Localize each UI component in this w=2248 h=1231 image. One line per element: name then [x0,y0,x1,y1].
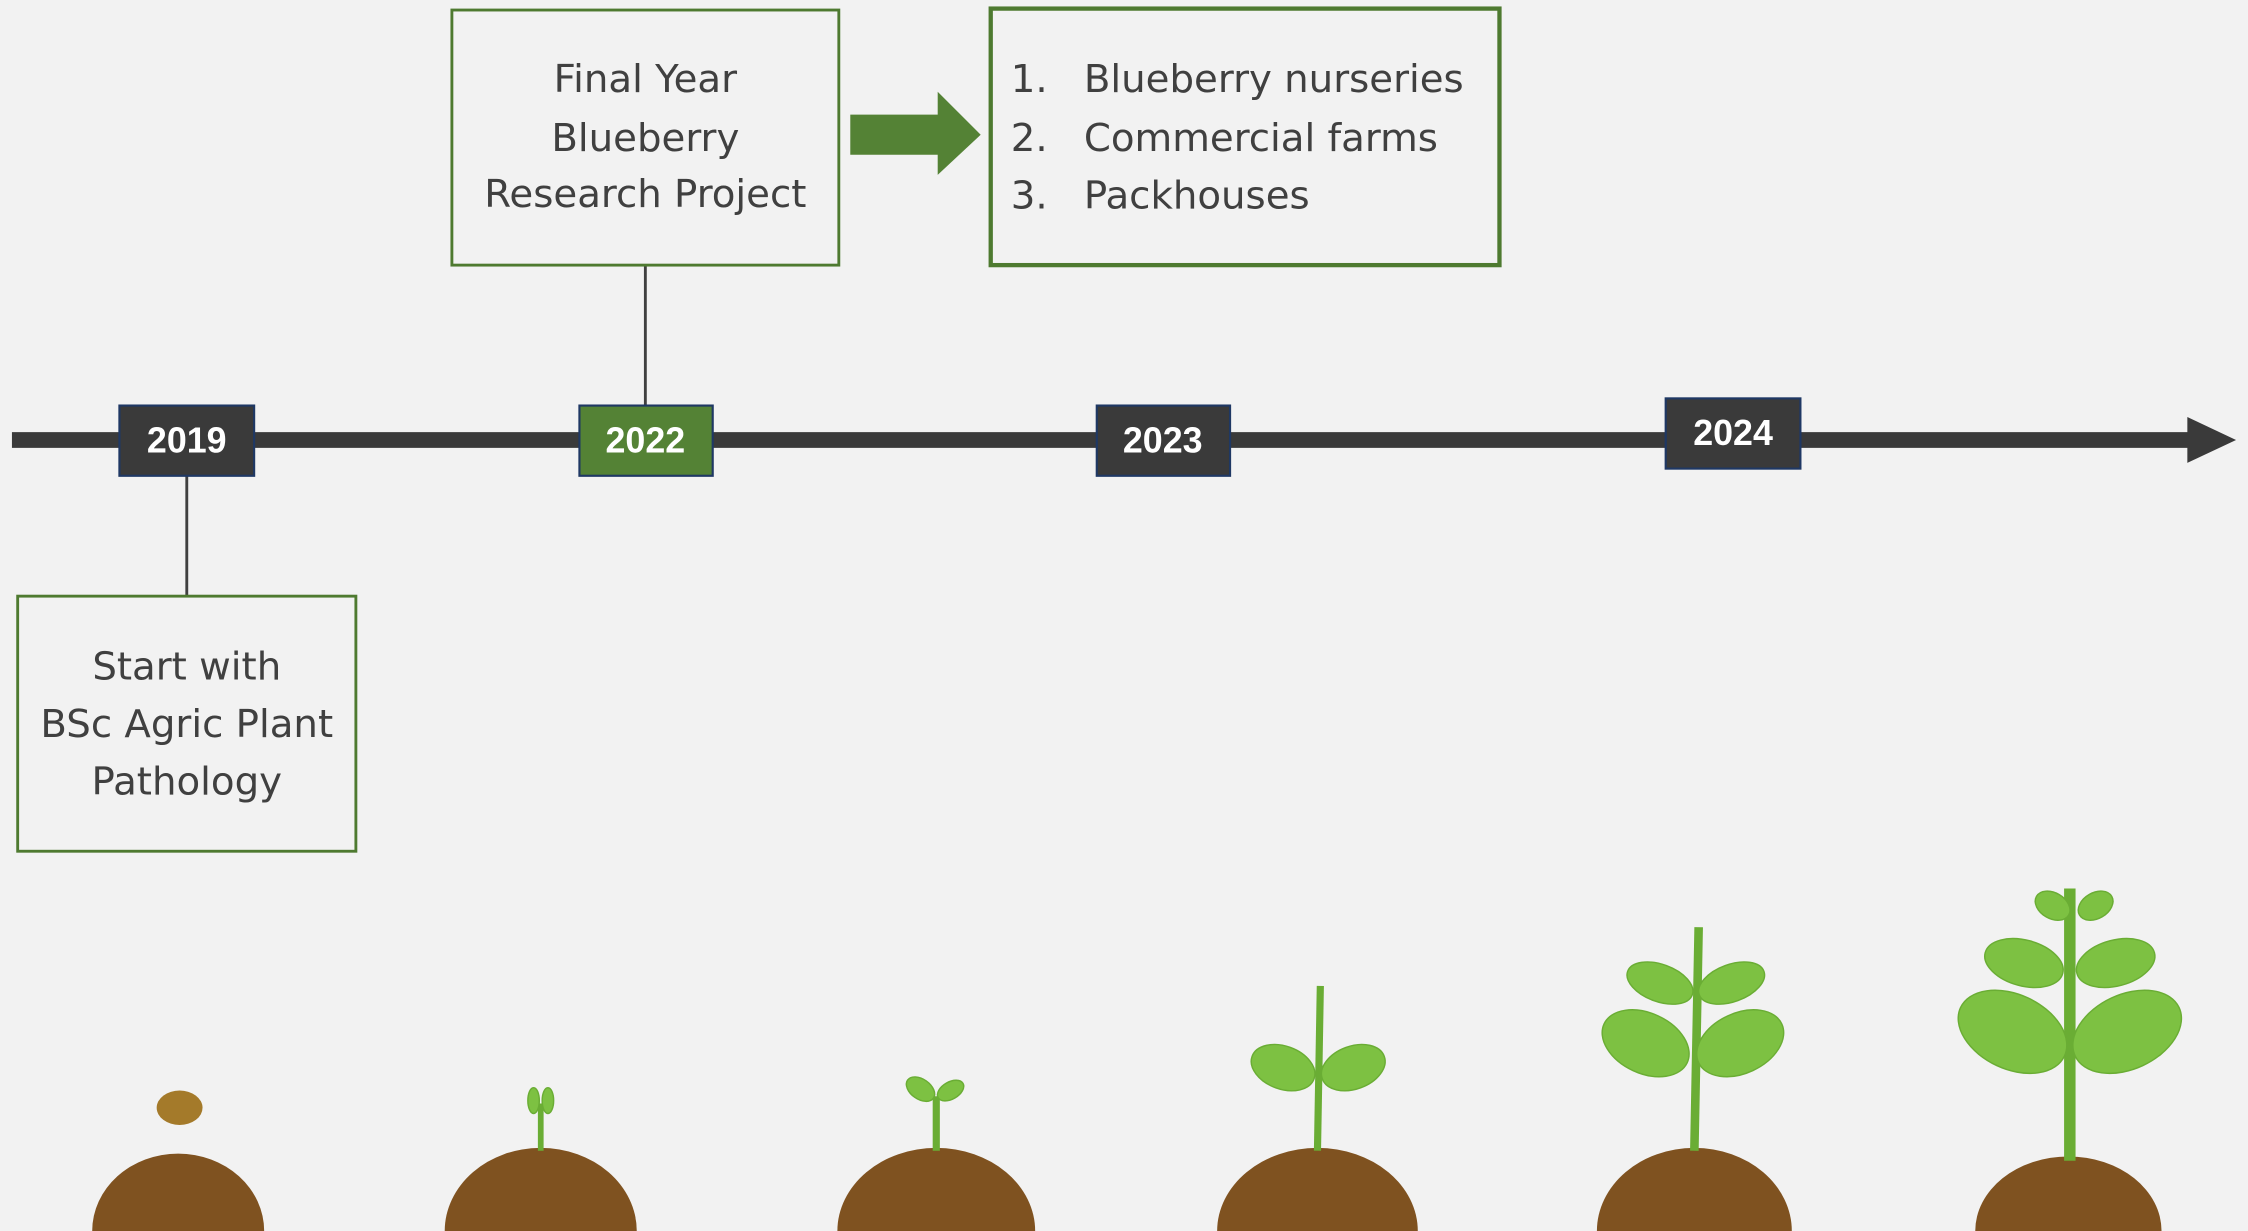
list-number: 2. [1011,116,1048,161]
stem [1317,986,1320,1151]
year-label: 2024 [1693,413,1773,453]
seed [157,1091,203,1125]
list-number: 3. [1011,173,1048,218]
box-text: Start with [92,645,281,690]
box-text: Pathology [92,759,283,804]
year-label: 2023 [1123,420,1203,460]
list-item: Blueberry nurseries [1084,57,1464,102]
year-label: 2019 [147,420,227,460]
list-item: Packhouses [1084,173,1310,218]
timeline-diagram: 2019 2022 2023 2024 Start with BSc Agric… [0,0,2248,1231]
box-text: Research Project [484,172,806,217]
box-text: BSc Agric Plant [40,702,333,747]
box-text: Blueberry [551,116,739,161]
list-item: Commercial farms [1084,116,1438,161]
page: 2019 2022 2023 2024 Start with BSc Agric… [0,0,2248,1231]
leaf [542,1088,553,1114]
leaf [528,1088,539,1114]
year-label: 2022 [606,420,686,460]
stem [1694,927,1698,1151]
box-text: Final Year [554,57,737,102]
list-number: 1. [1011,57,1048,102]
